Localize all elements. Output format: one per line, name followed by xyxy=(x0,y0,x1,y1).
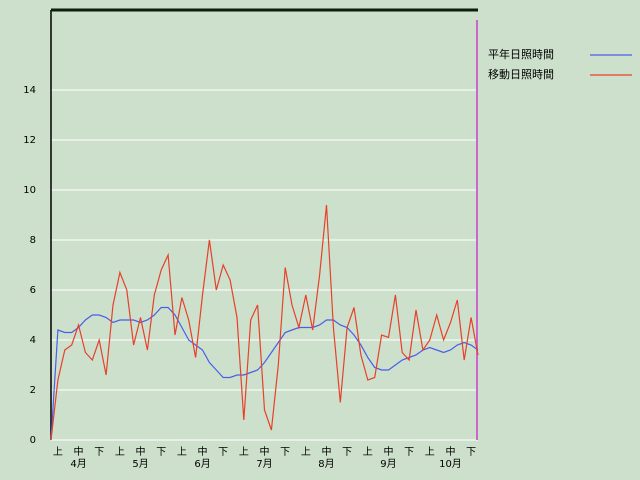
y-tick-label: 12 xyxy=(23,135,36,146)
month-label: 9月 xyxy=(380,458,396,470)
x-tick-label: 下 xyxy=(94,447,104,458)
x-tick-label: 下 xyxy=(466,447,476,458)
x-tick-label: 上 xyxy=(301,446,311,458)
x-tick-label: 中 xyxy=(321,445,331,458)
x-tick-label: 上 xyxy=(363,446,373,458)
y-tick-label: 10 xyxy=(23,185,36,196)
month-label: 10月 xyxy=(439,458,462,470)
y-tick-label: 0 xyxy=(30,435,36,446)
x-tick-label: 上 xyxy=(239,446,249,458)
month-label: 8月 xyxy=(318,458,334,470)
x-tick-label: 上 xyxy=(177,446,187,458)
x-tick-label: 下 xyxy=(218,447,228,458)
month-label: 4月 xyxy=(70,458,86,470)
x-tick-label: 上 xyxy=(115,446,125,458)
series-line xyxy=(50,204,479,441)
x-tick-label: 中 xyxy=(445,445,455,458)
x-tick-label: 上 xyxy=(425,446,435,458)
x-tick-label: 中 xyxy=(260,445,270,458)
legend-label: 平年日照時間 xyxy=(488,47,554,61)
x-tick-label: 下 xyxy=(156,447,166,458)
y-tick-label: 8 xyxy=(30,235,36,246)
month-label: 5月 xyxy=(132,458,148,470)
legend-label: 移動日照時間 xyxy=(488,67,554,81)
x-tick-label: 下 xyxy=(342,447,352,458)
month-label: 6月 xyxy=(194,458,210,470)
x-tick-label: 中 xyxy=(198,445,208,458)
x-tick-label: 中 xyxy=(136,445,146,458)
y-tick-label: 14 xyxy=(23,85,36,96)
y-tick-label: 6 xyxy=(30,285,36,296)
x-tick-label: 下 xyxy=(280,447,290,458)
x-tick-label: 中 xyxy=(74,445,84,458)
x-tick-label: 中 xyxy=(383,445,393,458)
x-tick-label: 下 xyxy=(404,447,414,458)
x-tick-label: 上 xyxy=(53,446,63,458)
y-tick-label: 4 xyxy=(30,335,36,346)
y-tick-label: 2 xyxy=(30,385,36,396)
month-label: 7月 xyxy=(256,458,272,470)
